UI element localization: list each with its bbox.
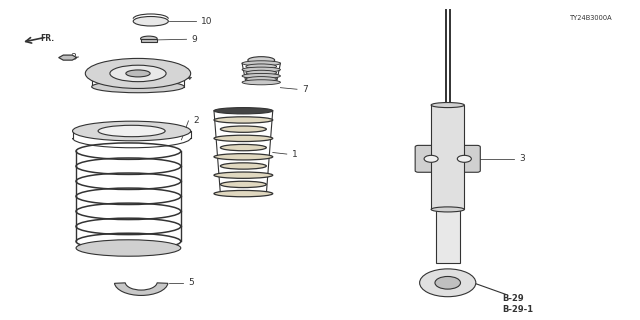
- Ellipse shape: [72, 121, 191, 141]
- Polygon shape: [59, 55, 77, 60]
- Ellipse shape: [126, 70, 150, 77]
- Text: 10: 10: [201, 17, 212, 26]
- Text: 9: 9: [191, 35, 197, 44]
- Text: B-29
B-29-1: B-29 B-29-1: [502, 294, 534, 314]
- Wedge shape: [115, 283, 168, 295]
- Ellipse shape: [246, 70, 276, 75]
- Ellipse shape: [242, 61, 280, 66]
- Bar: [141, 39, 157, 43]
- Text: 3: 3: [519, 154, 525, 163]
- Ellipse shape: [242, 80, 280, 85]
- Ellipse shape: [110, 65, 166, 82]
- Ellipse shape: [220, 181, 266, 188]
- Bar: [431, 105, 465, 209]
- Ellipse shape: [214, 172, 273, 178]
- Circle shape: [435, 276, 461, 289]
- Text: TY24B3000A: TY24B3000A: [570, 15, 612, 21]
- Text: 2: 2: [193, 116, 199, 125]
- Ellipse shape: [220, 126, 266, 132]
- Ellipse shape: [214, 190, 273, 197]
- Ellipse shape: [220, 144, 266, 151]
- Ellipse shape: [92, 81, 184, 93]
- Text: 1: 1: [292, 149, 298, 159]
- Ellipse shape: [133, 17, 168, 26]
- Ellipse shape: [76, 240, 180, 256]
- Ellipse shape: [220, 163, 266, 169]
- Circle shape: [420, 269, 476, 297]
- Text: 7: 7: [302, 85, 308, 94]
- Ellipse shape: [242, 67, 280, 72]
- Ellipse shape: [248, 57, 275, 64]
- Ellipse shape: [214, 154, 273, 160]
- Ellipse shape: [246, 76, 276, 82]
- Ellipse shape: [242, 73, 280, 78]
- Ellipse shape: [85, 59, 191, 88]
- Text: 5: 5: [188, 278, 194, 287]
- Ellipse shape: [214, 108, 273, 114]
- Ellipse shape: [214, 135, 273, 141]
- Bar: [436, 209, 460, 262]
- Text: 8: 8: [70, 53, 76, 62]
- Ellipse shape: [214, 117, 273, 123]
- Ellipse shape: [431, 207, 465, 212]
- Ellipse shape: [431, 102, 465, 108]
- Text: 4: 4: [185, 73, 191, 82]
- Ellipse shape: [141, 36, 157, 41]
- FancyBboxPatch shape: [415, 145, 480, 172]
- Ellipse shape: [98, 125, 165, 137]
- Circle shape: [458, 155, 471, 162]
- Text: FR.: FR.: [40, 34, 54, 43]
- Ellipse shape: [246, 64, 276, 69]
- Text: 6: 6: [180, 127, 186, 136]
- Circle shape: [424, 155, 438, 162]
